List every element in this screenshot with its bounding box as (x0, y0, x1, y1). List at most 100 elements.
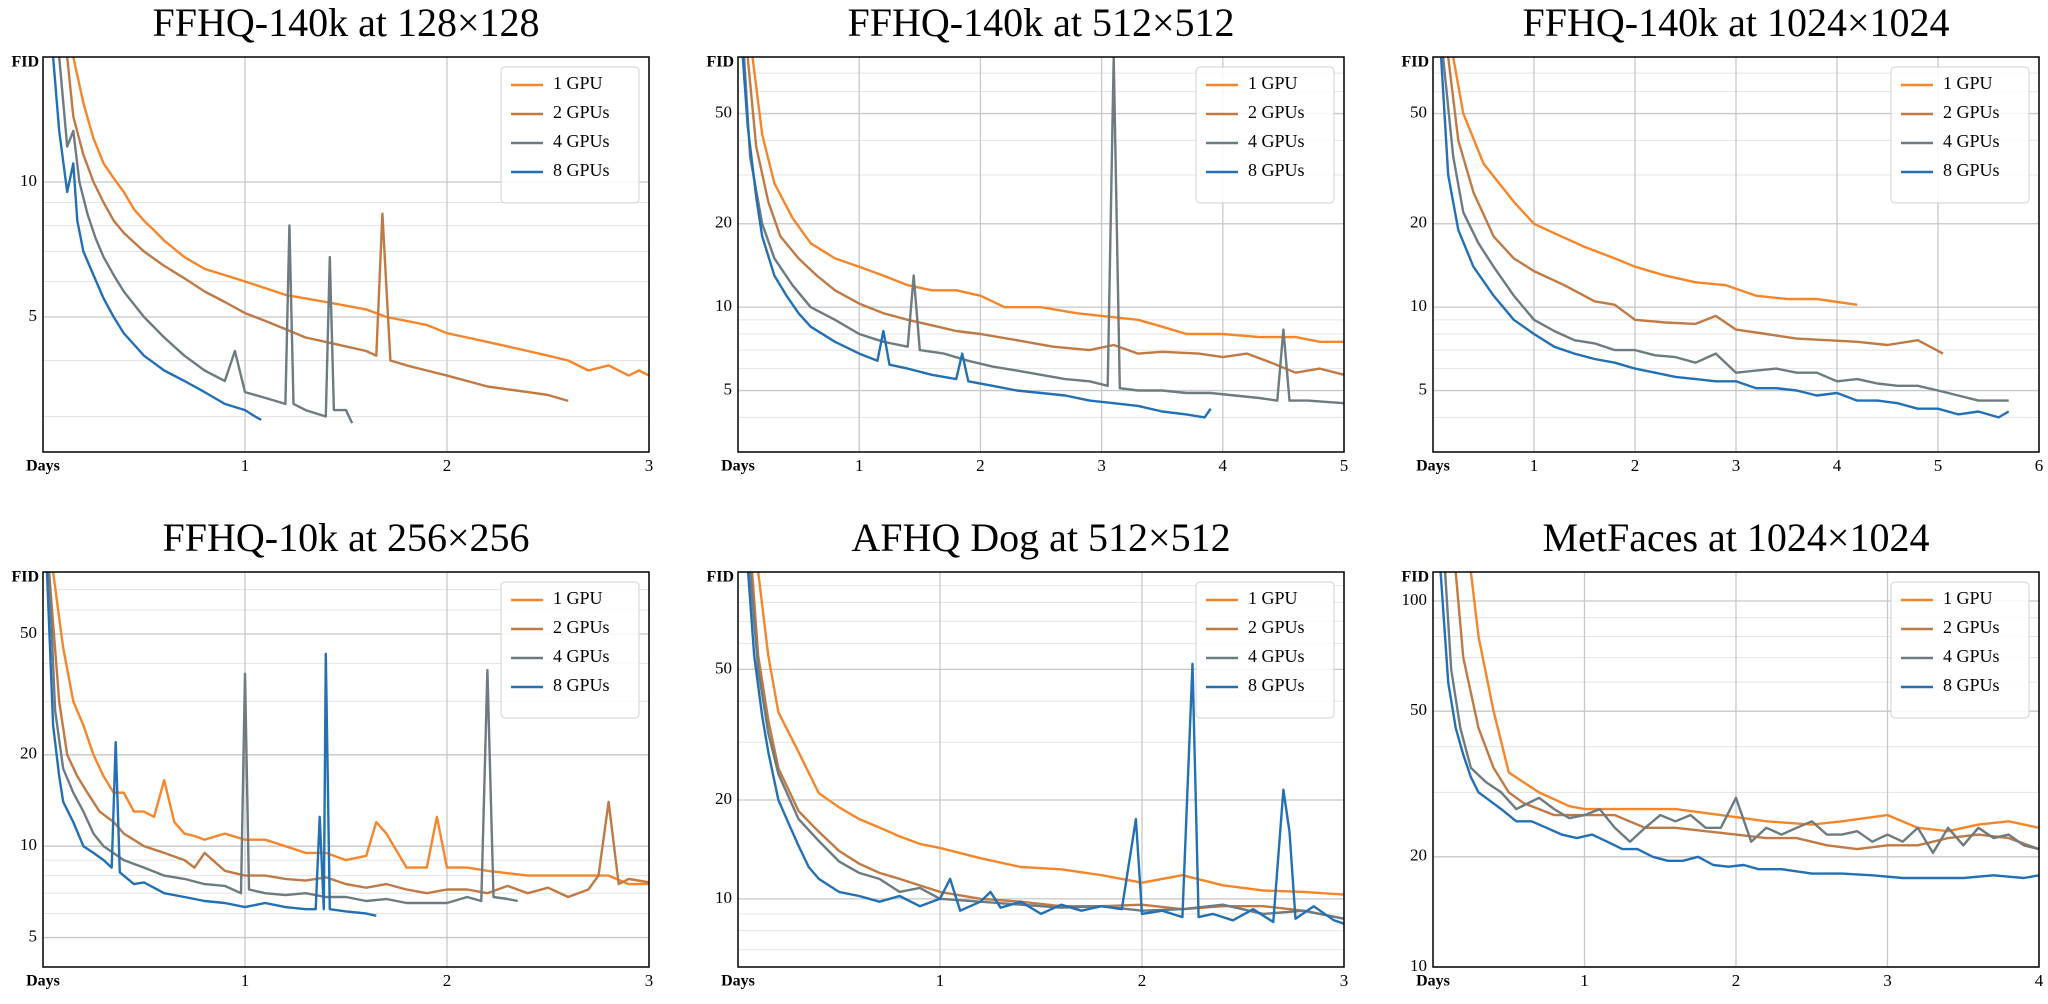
legend-box (1890, 66, 2030, 204)
series-line (72, 57, 649, 377)
x-tick-label: 6 (2035, 456, 2044, 475)
y-tick-label: 5 (29, 306, 38, 325)
legend-label: 2 GPUs (1943, 102, 2000, 122)
subplot-title: FFHQ-140k at 128×128 (152, 0, 539, 45)
y-tick-label: 5 (1419, 379, 1428, 398)
series-line (1439, 57, 2010, 419)
legend-box (1195, 581, 1335, 719)
series-line (1452, 57, 1858, 306)
plot-area (45, 572, 649, 917)
x-axis-label: Days (721, 458, 755, 475)
y-tick-label: 10 (1410, 296, 1427, 315)
legend-label: 1 GPU (553, 73, 603, 93)
series-line (746, 572, 1344, 925)
y-tick-label: 10 (20, 171, 37, 190)
legend-label: 4 GPUs (1943, 131, 2000, 151)
y-tick-label: 10 (1410, 956, 1427, 975)
x-tick-label: 1 (936, 971, 945, 990)
series-line (748, 572, 1344, 920)
x-tick-label: 2 (1732, 971, 1741, 990)
x-tick-label: 4 (1219, 456, 1228, 475)
plot-area (741, 57, 1344, 419)
x-axis-label: Days (1416, 458, 1450, 475)
y-tick-label: 20 (20, 744, 37, 763)
x-tick-label: 4 (2035, 971, 2044, 990)
series-line (741, 57, 1212, 419)
x-tick-label: 2 (443, 971, 452, 990)
legend-label: 2 GPUs (1248, 102, 1305, 122)
series-line (1454, 572, 2039, 851)
series-line (51, 57, 262, 421)
y-axis-label: FID (706, 569, 734, 586)
series-line (751, 57, 1344, 343)
axes-frame (42, 571, 650, 968)
axes-frame (737, 571, 1345, 968)
y-tick-label: 50 (1410, 102, 1427, 121)
subplot-title: MetFaces at 1024×1024 (1543, 515, 1930, 560)
y-tick-label: 20 (715, 213, 732, 232)
x-tick-label: 5 (1934, 456, 1943, 475)
x-tick-label: 2 (976, 456, 985, 475)
x-axis-label: Days (1416, 973, 1450, 990)
x-tick-label: 3 (1097, 456, 1106, 475)
series-line (66, 57, 569, 403)
plot-area (746, 572, 1344, 925)
series-line (45, 572, 377, 917)
series-line (1469, 572, 2039, 833)
legend-label: 2 GPUs (553, 617, 610, 637)
subplot: FFHQ-140k at 128×128 5 10 1 2 3 Days FID 1 GPU 2 … (11, 0, 653, 475)
y-axis-label: FID (11, 54, 39, 71)
series-line (757, 572, 1344, 896)
x-tick-label: 1 (241, 456, 250, 475)
legend-label: 2 GPUs (553, 102, 610, 122)
x-tick-label: 1 (241, 971, 250, 990)
y-tick-label: 5 (29, 926, 38, 945)
legend-label: 4 GPUs (1943, 646, 2000, 666)
y-tick-label: 20 (715, 789, 732, 808)
x-tick-label: 2 (443, 456, 452, 475)
axes-frame (1432, 571, 2040, 968)
y-axis-label: FID (1401, 54, 1429, 71)
y-tick-label: 10 (20, 835, 37, 854)
legend-label: 1 GPU (1248, 588, 1298, 608)
series-line (1439, 572, 2039, 880)
subplot-title: FFHQ-140k at 512×512 (847, 0, 1234, 45)
x-tick-label: 5 (1340, 456, 1349, 475)
legend-label: 8 GPUs (1248, 675, 1305, 695)
y-tick-label: 50 (715, 102, 732, 121)
legend-label: 2 GPUs (1248, 617, 1305, 637)
x-tick-label: 1 (1580, 971, 1589, 990)
x-axis-label: Days (26, 973, 60, 990)
y-axis-label: FID (11, 569, 39, 586)
legend-label: 4 GPUs (553, 131, 610, 151)
series-line (742, 57, 1344, 405)
x-tick-label: 3 (1340, 971, 1349, 990)
x-tick-label: 3 (1732, 456, 1741, 475)
subplot: FFHQ-140k at 512×512 5 10 20 50 1 2 3 4 5 Days FID 1… (706, 0, 1348, 475)
subplot-title: FFHQ-10k at 256×256 (162, 515, 529, 560)
y-tick-label: 50 (1410, 700, 1427, 719)
x-axis-label: Days (721, 973, 755, 990)
legend-box (500, 66, 640, 204)
y-tick-label: 20 (1410, 846, 1427, 865)
y-tick-label: 20 (1410, 213, 1427, 232)
x-tick-label: 2 (1631, 456, 1640, 475)
plot-area (1439, 572, 2039, 880)
series-line (746, 57, 1344, 376)
axes-frame (737, 56, 1345, 453)
legend-label: 8 GPUs (553, 160, 610, 180)
legend-label: 1 GPU (1943, 588, 1993, 608)
subplot: MetFaces at 1024×1024 10 20 50 100 1 2 3 4 Days FI… (1401, 515, 2043, 990)
x-tick-label: 4 (1833, 456, 1842, 475)
legend-box (1890, 581, 2030, 719)
x-tick-label: 3 (1883, 971, 1892, 990)
subplot-title: AFHQ Dog at 512×512 (851, 515, 1230, 560)
y-axis-label: FID (706, 54, 734, 71)
series-line (58, 57, 354, 424)
x-tick-label: 3 (645, 971, 654, 990)
series-line (1447, 57, 1944, 355)
legend-label: 8 GPUs (1943, 160, 2000, 180)
legend-label: 8 GPUs (1943, 675, 2000, 695)
subplot: FFHQ-10k at 256×256 5 10 20 50 1 2 3 Days FID 1 GP… (11, 515, 653, 990)
